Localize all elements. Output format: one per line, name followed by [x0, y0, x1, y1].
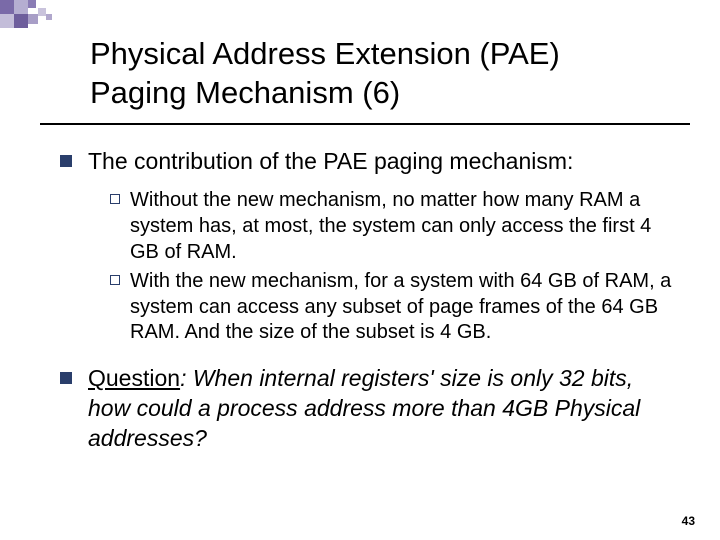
question-text: Question: When internal registers' size … [88, 364, 680, 454]
hollow-square-icon [110, 275, 120, 285]
deco-block [38, 8, 46, 16]
corner-decoration [0, 0, 100, 40]
content-area: The contribution of the PAE paging mecha… [0, 125, 720, 454]
sub-text: With the new mechanism, for a system wit… [130, 269, 680, 346]
bullet-square-icon [60, 155, 72, 167]
bullet-text: The contribution of the PAE paging mecha… [88, 147, 573, 177]
deco-block [14, 0, 28, 14]
slide-title: Physical Address Extension (PAE) Paging … [90, 35, 650, 113]
deco-block [0, 0, 14, 14]
title-line-1: Physical Address Extension (PAE) [90, 36, 560, 71]
bullet-square-icon [60, 372, 72, 384]
sub-item: Without the new mechanism, no matter how… [110, 188, 680, 265]
hollow-square-icon [110, 194, 120, 204]
deco-block [28, 0, 36, 8]
bullet-item: The contribution of the PAE paging mecha… [60, 147, 680, 177]
sub-item: With the new mechanism, for a system wit… [110, 269, 680, 346]
title-line-2: Paging Mechanism (6) [90, 75, 400, 110]
deco-block [46, 14, 52, 20]
deco-block [14, 14, 28, 28]
sub-text: Without the new mechanism, no matter how… [130, 188, 680, 265]
sub-list: Without the new mechanism, no matter how… [60, 188, 680, 346]
question-label: Question [88, 365, 180, 391]
deco-block [0, 14, 14, 28]
title-area: Physical Address Extension (PAE) Paging … [40, 0, 690, 125]
bullet-item: Question: When internal registers' size … [60, 364, 680, 454]
deco-block [28, 14, 38, 24]
page-number: 43 [682, 514, 695, 528]
